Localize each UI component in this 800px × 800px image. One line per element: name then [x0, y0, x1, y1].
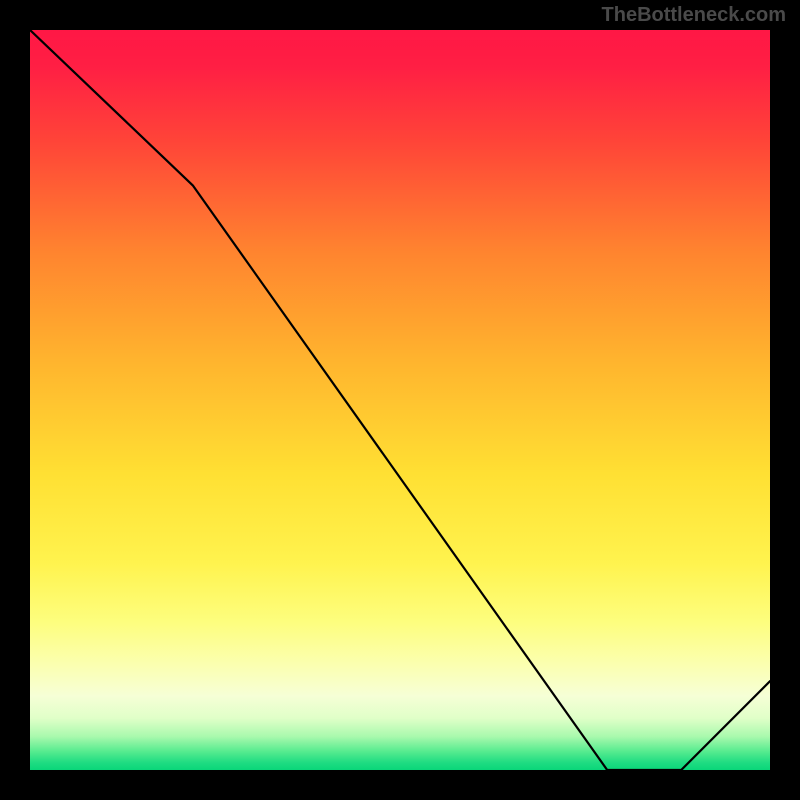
- watermark-text: TheBottleneck.com: [602, 4, 786, 27]
- chart-line-series: [30, 30, 770, 770]
- chart-plot-area: [30, 30, 770, 770]
